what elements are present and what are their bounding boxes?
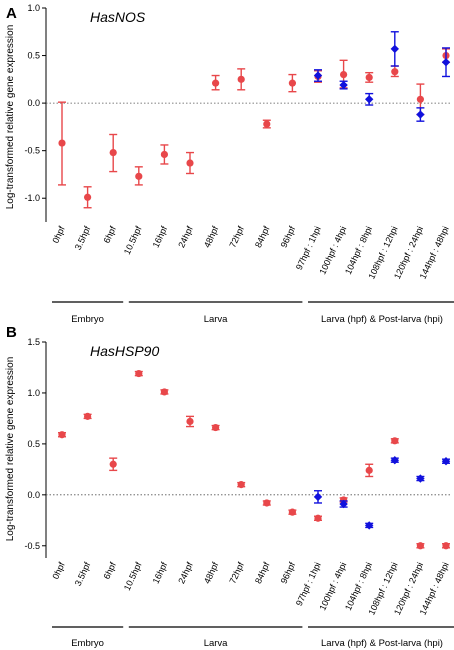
panel-a-data-point bbox=[84, 193, 92, 201]
panel-a-group-label: Larva (hpf) & Post-larva (hpi) bbox=[321, 314, 443, 325]
panel-b-y-axis-label: Log-transformed relative gene expression bbox=[5, 357, 16, 542]
panel-b-data-point bbox=[314, 514, 322, 522]
panel-b-data-point bbox=[109, 460, 117, 468]
panel-a-data-point bbox=[109, 148, 117, 157]
panel-a-x-tick-label: 16hpf bbox=[151, 224, 170, 249]
panel-a-data-point bbox=[212, 79, 220, 87]
panel-a-data-point bbox=[58, 139, 66, 147]
panel-b-data-point-diamond bbox=[416, 474, 425, 483]
panel-a-group-label: Larva bbox=[204, 314, 228, 325]
panel-b-data-point bbox=[391, 437, 399, 445]
panel-a-data-point bbox=[416, 95, 424, 103]
panel-b-group-label: Larva (hpf) & Post-larva (hpi) bbox=[321, 638, 443, 649]
panel-b-x-tick-label: 24hpf bbox=[176, 560, 195, 585]
panel-a-x-tick-label: 97hpf : 1hpi bbox=[294, 225, 323, 272]
panel-a-y-tick-label: 0.5 bbox=[27, 51, 40, 61]
panel-b-data-point bbox=[442, 542, 450, 550]
panel-a-y-tick-label: 1.0 bbox=[27, 3, 40, 13]
panel-a-title: HasNOS bbox=[90, 9, 146, 25]
panel-a-data-point bbox=[340, 70, 348, 79]
panel-letter-a: A bbox=[6, 5, 17, 22]
panel-b-data-point bbox=[212, 423, 220, 432]
panel-letter-b: B bbox=[6, 324, 17, 341]
panel-b: B HasHSP90 Log-transformed relative gene… bbox=[5, 324, 454, 649]
panel-b-x-tick-label: 48hpf bbox=[202, 560, 221, 585]
panel-a-data-point bbox=[135, 172, 143, 180]
panel-b-x-tick-label: 6hpf bbox=[102, 560, 119, 581]
panel-a-x-tick-label: 3.5hpf bbox=[73, 224, 93, 251]
panel-b-y-tick-label: -0.5 bbox=[24, 541, 40, 551]
panel-b-data-point bbox=[263, 499, 271, 507]
panel-b-x-tick-label: 16hpf bbox=[151, 560, 170, 585]
panel-a-x-tick-label: 48hpf bbox=[202, 224, 221, 249]
panel-b-data-point-diamond bbox=[313, 492, 323, 502]
panel-b-data-point bbox=[84, 412, 92, 420]
panel-b-x-tick-label: 0hpf bbox=[50, 560, 67, 581]
panel-a-y-tick-label: -0.5 bbox=[24, 146, 40, 156]
panel-b-data-point bbox=[160, 388, 168, 396]
panel-b-y-tick-label: 1.0 bbox=[27, 388, 40, 398]
panel-a-data-point-diamond bbox=[365, 95, 374, 104]
panel-b-data-point-diamond bbox=[365, 521, 374, 530]
panel-b-data-point bbox=[365, 466, 373, 474]
panel-a-data-point bbox=[237, 75, 245, 83]
panel-a-y-tick-label: 0.0 bbox=[27, 98, 40, 108]
panel-a-x-tick-label: 96hpf bbox=[279, 224, 298, 249]
panel-b-data-point-diamond bbox=[390, 455, 399, 465]
panel-b-y-tick-label: 1.5 bbox=[27, 337, 40, 347]
panel-a-x-tick-label: 10.5hpf bbox=[122, 224, 144, 256]
panel-a-data-point-diamond bbox=[441, 58, 451, 67]
panel-b-group-label: Embryo bbox=[71, 638, 104, 649]
panel-b-x-tick-label: 10.5hpf bbox=[122, 560, 144, 592]
panel-a: A HasNOS Log-transformed relative gene e… bbox=[5, 3, 454, 325]
panel-b-y-tick-label: 0.0 bbox=[27, 490, 40, 500]
panel-b-x-tick-label: 84hpf bbox=[253, 560, 272, 585]
panel-b-group-label: Larva bbox=[204, 638, 228, 649]
panel-b-x-tick-label: 72hpf bbox=[227, 560, 246, 585]
panel-a-x-tick-label: 72hpf bbox=[227, 224, 246, 249]
panel-a-y-axis-label: Log-transformed relative gene expression bbox=[5, 25, 16, 210]
panel-b-y-tick-label: 0.5 bbox=[27, 439, 40, 449]
panel-b-data-point bbox=[416, 542, 424, 550]
panel-b-x-tick-label: 96hpf bbox=[279, 560, 298, 585]
panel-b-x-tick-label: 97hpf : 1hpi bbox=[294, 561, 323, 608]
panel-b-x-tick-label: 3.5hpf bbox=[73, 560, 93, 587]
panel-b-data-point bbox=[237, 481, 245, 489]
panel-a-data-point bbox=[288, 79, 296, 87]
panel-b-data-point bbox=[288, 508, 296, 516]
panel-a-data-point-diamond bbox=[390, 44, 399, 54]
panel-a-data-point bbox=[160, 150, 168, 159]
panel-b-data-point bbox=[186, 417, 194, 426]
panel-a-data-point bbox=[365, 73, 373, 82]
panel-b-data-point bbox=[58, 431, 66, 439]
panel-a-x-tick-label: 24hpf bbox=[176, 224, 195, 249]
panel-a-data-point-diamond bbox=[313, 71, 323, 80]
panel-b-title: HasHSP90 bbox=[90, 343, 159, 359]
panel-a-data-point bbox=[391, 68, 399, 76]
panel-a-data-point-diamond bbox=[416, 110, 425, 119]
panel-a-x-tick-label: 0hpf bbox=[50, 224, 67, 245]
panel-a-x-tick-label: 84hpf bbox=[253, 224, 272, 249]
panel-a-data-point-diamond bbox=[339, 80, 348, 90]
panel-a-data-point bbox=[263, 120, 271, 128]
panel-a-y-tick-label: -1.0 bbox=[24, 193, 40, 203]
panel-a-x-tick-label: 6hpf bbox=[102, 224, 119, 245]
panel-b-data-point-diamond bbox=[441, 457, 451, 466]
panel-b-data-point-diamond bbox=[339, 499, 348, 509]
panel-a-group-label: Embryo bbox=[71, 314, 104, 325]
panel-b-data-point bbox=[135, 369, 143, 378]
panel-a-data-point bbox=[186, 159, 194, 167]
